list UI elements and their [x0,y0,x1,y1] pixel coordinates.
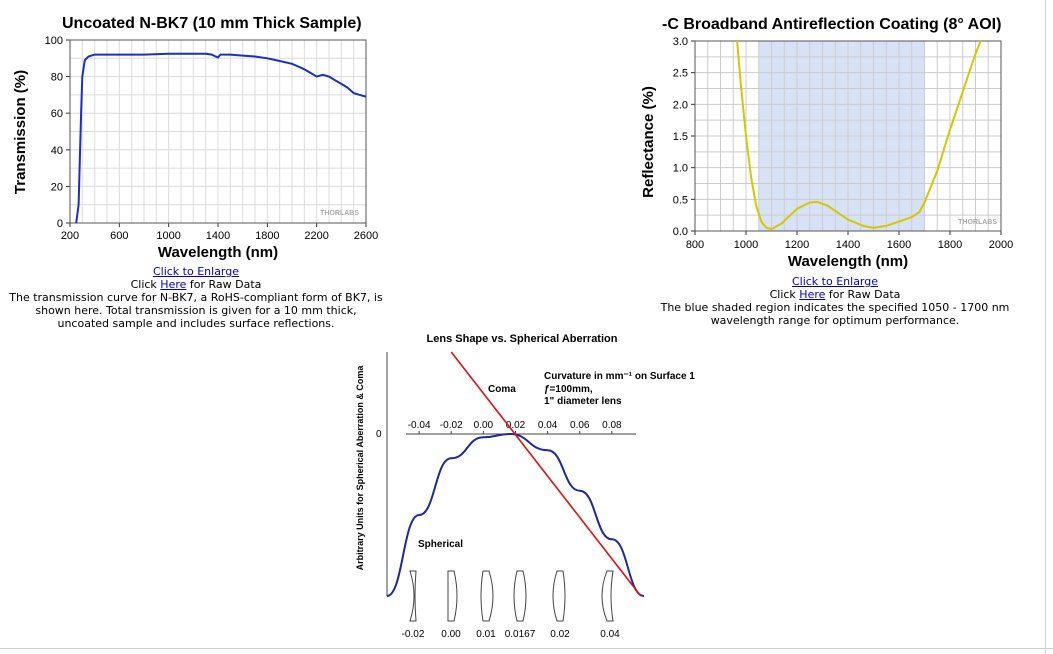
chart3-title: Lens Shape vs. Spherical Aberration [427,333,618,345]
chart3-lens-label: 0.01 [476,629,496,640]
chart2-x-tick-label: 1600 [887,239,911,251]
chart3-x-tick-label: 0.06 [570,420,590,431]
chart1-ylabel: Transmission (%) [12,70,29,194]
chart3-lens-shape [409,570,417,622]
chart1-x-tick-label: 2600 [354,230,378,242]
chart2-raw-data-link[interactable]: Here [799,288,826,301]
chart2-y-tick-label: 0.0 [673,226,688,238]
chart3-lens-shape [552,570,566,622]
chart1-caption: Click to Enlarge Click Here for Raw Data… [8,265,384,330]
chart3-note-line-3: 1" diameter lens [544,396,622,407]
chart3-x-tick-label: 0.04 [538,420,558,431]
chart2-frame [694,40,1002,232]
chart1-y-tick-label: 80 [51,72,63,84]
chart1-y-ticks: 0 20 40 60 80 100 [45,35,70,230]
chart1-raw-suffix: for Raw Data [186,278,262,291]
chart1-title: Uncoated N-BK7 (10 mm Thick Sample) [62,15,362,32]
chart2-x-tick-label: 1400 [836,239,860,251]
chart3-lens-label: 0.0167 [505,629,536,640]
chart2-watermark: THORLABS [958,219,997,226]
chart2-y-tick-label: 0.5 [673,194,688,206]
chart1-x-tick-label: 600 [110,230,128,242]
chart3-lens-label: 0.02 [550,629,570,640]
chart3-note-line-2: ƒ=100mm, [544,384,593,395]
chart3-lens-label: 0.00 [441,629,461,640]
chart2-y-tick-label: 2.5 [673,68,688,80]
chart3-x-tick-label: 0.02 [506,420,526,431]
chart3-lens-shape [601,570,614,622]
chart1-x-ticks: 200 600 1000 1400 1800 2200 2600 [61,223,378,242]
chart1-description: The transmission curve for N-BK7, a RoHS… [9,291,383,330]
chart3-lens-shape [513,570,527,622]
right-divider [1045,0,1046,654]
chart1-y-tick-label: 100 [45,35,63,47]
chart2-y-tick-label: 3.0 [673,36,688,48]
chart3-lens-shapes [409,570,614,622]
chart1-series-line [75,52,367,224]
chart3-x-tick-label: -0.02 [440,420,463,431]
chart2-x-tick-label: 1800 [938,239,962,251]
chart3-spherical-label: Spherical [418,539,463,550]
chart1-svg: 200 600 1000 1400 1800 2200 2600 020406080100 … [12,35,378,261]
chart1-grid [70,40,366,223]
chart3-lens-label: -0.02 [402,629,425,640]
chart2-y-tick-label: 1.5 [673,131,688,143]
chart3-x-tick-label: 0.00 [474,420,494,431]
chart1-y-tick-label: 0 [57,218,63,230]
chart1-enlarge-link[interactable]: Click to Enlarge [152,265,240,278]
chart1-y-tick-label: 60 [51,108,63,120]
chart2-svg: 800 1000 1200 1400 1600 1800 2000 0.0 0.5 1.0 1.5… [640,36,1013,270]
chart3-x-tick-label: 0.08 [602,420,622,431]
chart2-ylabel: Reflectance (%) [640,86,657,198]
chart2-title: -C Broadband Antireflection Coating (8° … [662,16,1002,33]
chart1-y-tick-label: 20 [51,181,63,193]
chart2-x-tick-label: 800 [686,239,704,251]
chart2-y-tick-label: 1.0 [673,163,688,175]
chart3-lens-label: 0.04 [600,629,620,640]
chart1-x-tick-label: 200 [61,230,79,242]
chart1-y-tick-label: 40 [51,145,63,157]
chart2-grid [695,41,1001,231]
chart1-x-tick-label: 2200 [304,230,328,242]
chart2-raw-suffix: for Raw Data [825,288,901,301]
chart2-x-tick-label: 1000 [734,239,758,251]
chart2-series-line [736,40,982,231]
chart2-enlarge-link[interactable]: Click to Enlarge [791,275,879,288]
bottom-divider [0,648,1053,649]
chart1-raw-prefix: Click [130,278,161,291]
chart3-lens-shape [480,570,494,622]
chart1-x-tick-label: 1800 [255,230,279,242]
chart1-raw-data-link[interactable]: Here [160,278,187,291]
chart2-raw-prefix: Click [769,288,800,301]
chart3-x-tick-label: -0.04 [408,420,431,431]
chart1-watermark: THORLABS [320,210,359,217]
chart1-frame [69,39,367,224]
chart3-x-ticks: -0.04 -0.02 0.00 0.02 0.04 0.06 0.08 [408,420,622,434]
chart3-lens-labels: -0.02 0.00 0.01 0.0167 0.02 0.04 [402,629,621,640]
chart2-x-ticks: 800 1000 1200 1400 1600 1800 2000 [686,231,1013,251]
chart3-y-zero-label: 0 [376,429,382,440]
chart3-spherical-curve [386,432,645,597]
chart2-y-ticks: 0.0 0.5 1.0 1.5 2.0 2.5 3.0 [673,36,695,238]
chart3-coma-line [450,351,642,597]
chart2-x-tick-label: 2000 [989,239,1013,251]
chart3-coma-label: Coma [488,384,516,395]
chart1-x-tick-label: 1000 [156,230,180,242]
chart2-caption: Click to Enlarge Click Here for Raw Data… [632,275,1038,327]
chart3-svg: Lens Shape vs. Spherical Aberration Arbi… [355,333,695,640]
chart3-ylabel: Arbitrary Units for Spherical Aberration… [355,365,365,571]
chart1-xlabel: Wavelength (nm) [158,244,278,261]
chart3-lens-shape [447,570,458,622]
chart2-xlabel: Wavelength (nm) [788,253,908,270]
chart3-note-line-1: Curvature in mm⁻¹ on Surface 1 [544,371,695,382]
chart2-description: The blue shaded region indicates the spe… [660,301,1010,327]
chart2-y-tick-label: 2.0 [673,99,688,111]
chart1-x-tick-label: 1400 [206,230,230,242]
chart2-x-tick-label: 1200 [785,239,809,251]
